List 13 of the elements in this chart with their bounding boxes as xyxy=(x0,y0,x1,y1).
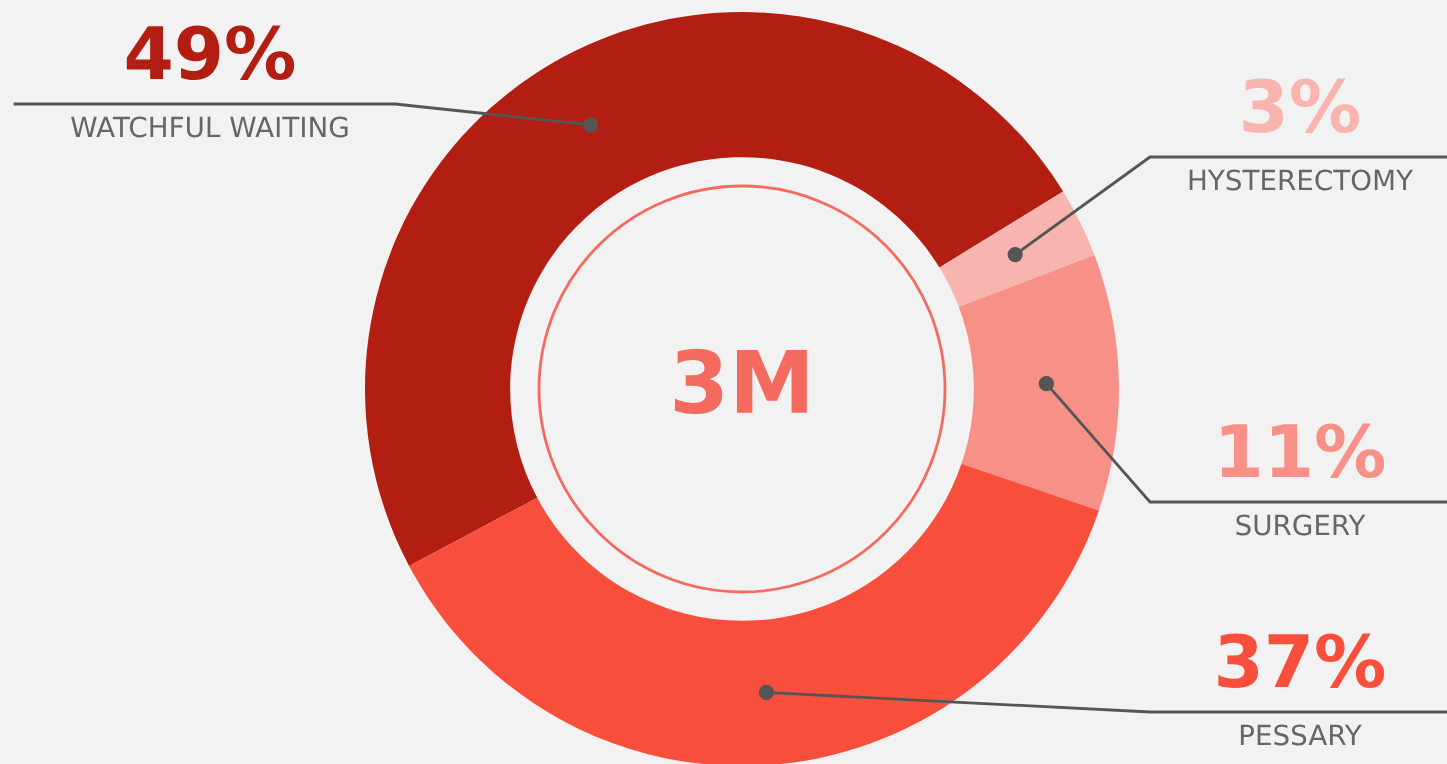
data-label: 49% xyxy=(126,25,295,81)
donut-slice xyxy=(409,463,1099,764)
data-label: 3% xyxy=(1243,78,1360,134)
text: 3M xyxy=(674,348,807,414)
data-label: 11% xyxy=(1221,423,1385,479)
donut-slice xyxy=(365,12,1064,566)
donut-slice xyxy=(939,191,1095,307)
slice-label: HYSTERECTOMY xyxy=(1189,169,1414,191)
slice-label: SURGERY xyxy=(1236,514,1366,536)
slice-label: WATCHFUL WAITING xyxy=(71,116,348,138)
slice-label: PESSARY xyxy=(1240,724,1362,746)
data-label: 37% xyxy=(1218,633,1385,689)
donut-slice xyxy=(958,255,1119,511)
